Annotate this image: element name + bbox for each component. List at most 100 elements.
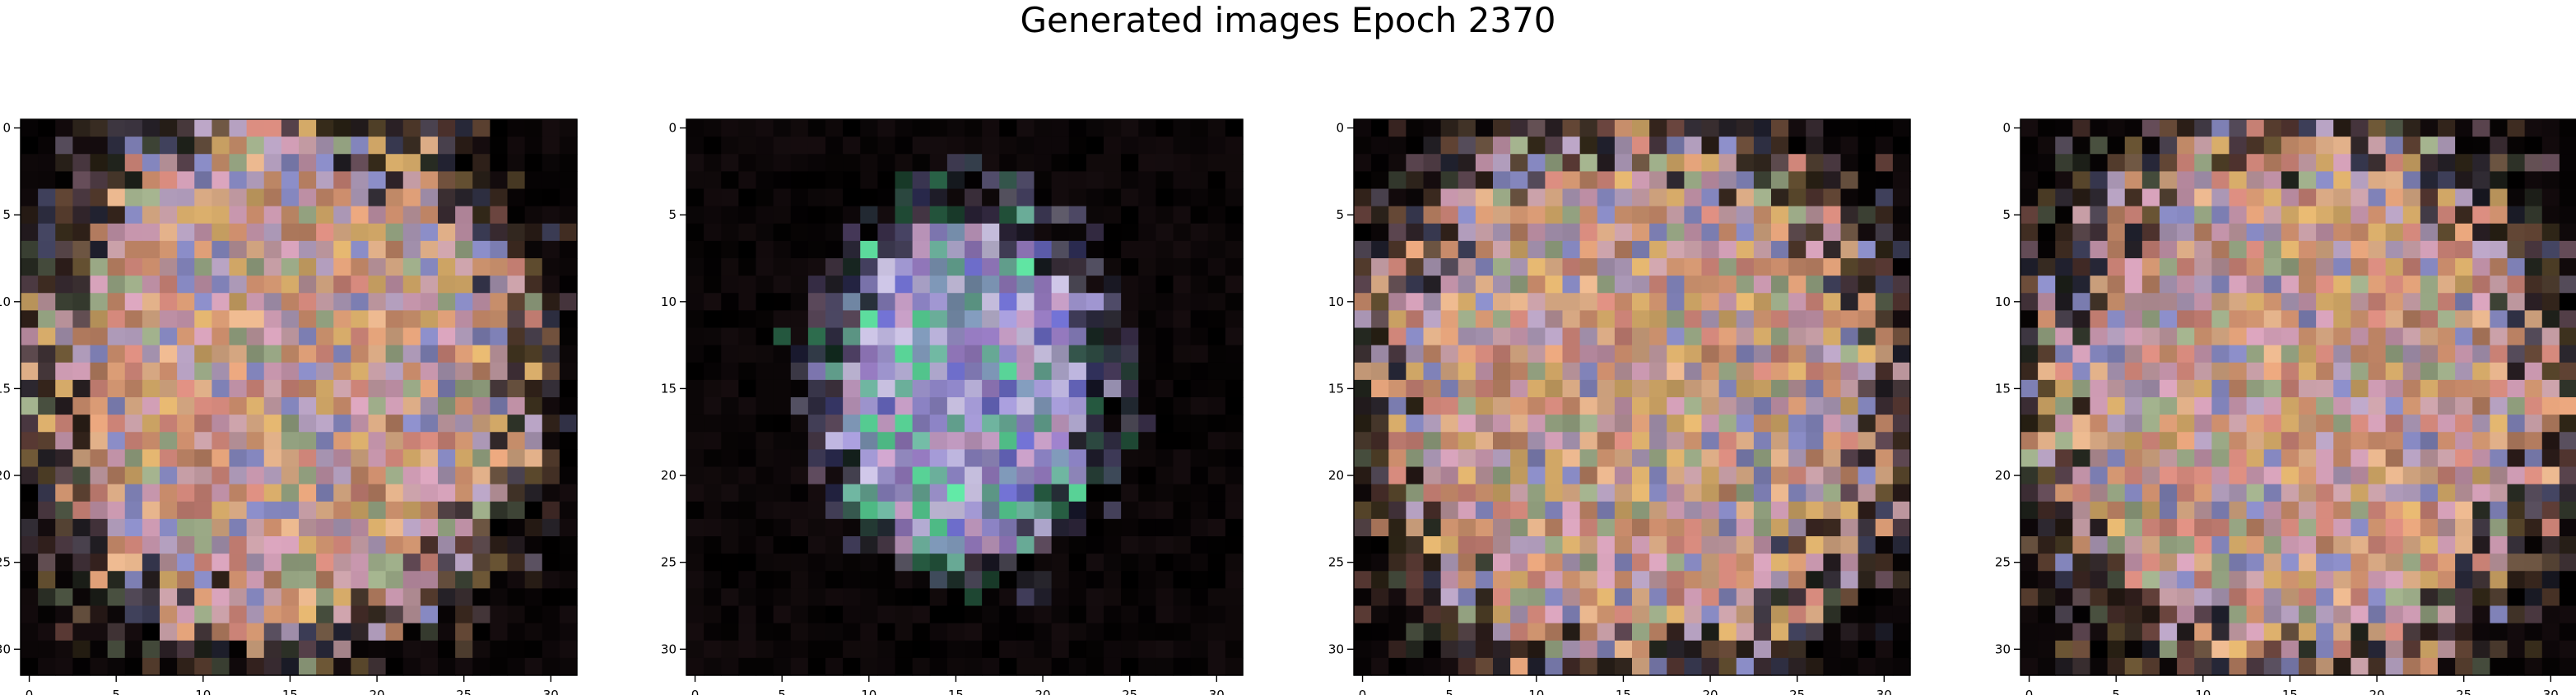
pixel [2438,206,2456,225]
pixel [438,154,456,172]
pixel [2438,258,2456,276]
pixel [1718,223,1737,242]
pixel [402,258,421,276]
pixel [2438,518,2456,537]
pixel [351,171,370,190]
pixel [1051,588,1070,607]
pixel [843,397,861,415]
pixel [1121,362,1139,381]
pixel [2194,432,2212,450]
pixel [1736,154,1755,172]
pixel [1823,327,1842,346]
pixel [1840,640,1859,659]
pixel [177,571,195,589]
pixel [773,188,792,207]
pixel [1173,484,1192,503]
pixel [212,293,230,311]
pixel [385,327,404,346]
pixel [524,397,543,415]
pixel [912,188,931,207]
pixel [2107,293,2126,311]
pixel [2472,310,2490,329]
pixel [1388,466,1407,485]
pixel [2299,415,2317,433]
pixel [2211,362,2230,381]
pixel [124,345,143,364]
pixel [1190,258,1209,276]
pixel [929,466,948,485]
pixel [704,432,722,450]
pixel [877,536,896,554]
pixel [124,484,143,503]
pixel [825,137,844,155]
pixel [2507,518,2526,537]
pixel [229,518,248,537]
pixel [472,554,491,572]
pixel [2299,293,2317,311]
pixel [2072,415,2091,433]
pixel [72,466,91,485]
pixel [1840,293,1859,311]
pixel [2090,206,2109,225]
pixel [281,293,300,311]
pixel [1545,258,1564,276]
pixel [2194,379,2212,398]
pixel [1701,623,1720,642]
pixel [2141,640,2160,659]
pixel [90,119,109,137]
pixel [316,484,334,503]
pixel [1034,397,1053,415]
pixel [2246,397,2265,415]
pixel [2194,258,2212,276]
pixel [1475,415,1494,433]
pixel [1718,484,1737,503]
pixel [1736,657,1755,676]
pixel [1458,223,1476,242]
pixel [1190,623,1209,642]
pixel [1388,640,1407,659]
pixel [1138,605,1156,624]
pixel [2524,518,2543,537]
pixel [142,640,160,659]
pixel [1823,362,1842,381]
pixel [1225,466,1244,485]
pixel [368,171,387,190]
pixel [2072,449,2091,468]
pixel [368,536,387,554]
pixel [807,501,826,520]
pixel [1736,415,1755,433]
pixel [946,466,965,485]
pixel [1051,623,1070,642]
pixel [1667,397,1685,415]
pixel [1016,137,1035,155]
pixel [1823,206,1842,225]
pixel [490,415,509,433]
pixel [107,536,126,554]
pixel [1440,310,1459,329]
pixel [1493,345,1511,364]
pixel [1086,119,1104,137]
pixel [2229,240,2248,259]
pixel [1423,119,1442,137]
pixel [1718,536,1737,554]
pixel [2438,605,2456,624]
pixel [704,518,722,537]
pixel [1406,518,1425,537]
pixel [2420,310,2439,329]
pixel [229,362,248,381]
pixel [1753,154,1772,172]
pixel [438,501,456,520]
pixel [194,276,212,294]
pixel [1207,293,1226,311]
pixel [2090,501,2109,520]
pixel [790,327,809,346]
pixel [1440,240,1459,259]
pixel [1614,466,1633,485]
pixel [1806,293,1824,311]
pixel [1354,657,1372,676]
pixel [756,605,774,624]
pixel [2455,345,2473,364]
pixel [246,605,265,624]
pixel [1475,362,1494,381]
pixel [1823,466,1842,485]
